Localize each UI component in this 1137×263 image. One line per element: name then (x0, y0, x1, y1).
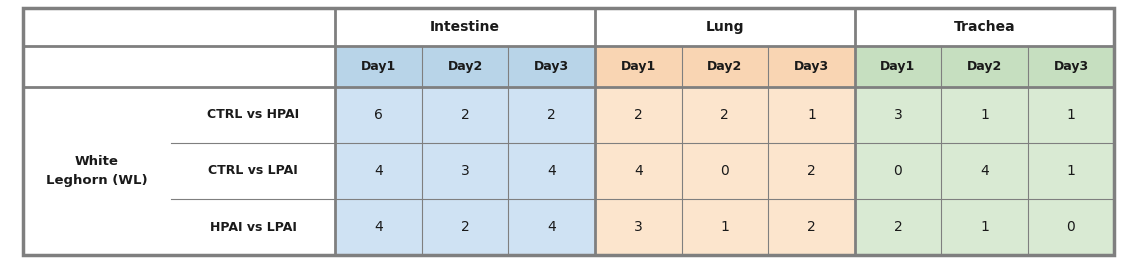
Text: 4: 4 (547, 164, 556, 178)
Text: 2: 2 (547, 108, 556, 122)
Bar (335, 46, 595, 87)
Text: Day3: Day3 (1053, 60, 1088, 73)
Text: White
Leghorn (WL): White Leghorn (WL) (45, 155, 148, 187)
Text: Day2: Day2 (448, 60, 483, 73)
Text: 3: 3 (634, 220, 642, 234)
Text: Day2: Day2 (966, 60, 1002, 73)
Text: 2: 2 (807, 164, 815, 178)
Bar (855, 46, 1114, 255)
Text: Day2: Day2 (707, 60, 742, 73)
Text: 6: 6 (374, 108, 383, 122)
Text: 2: 2 (721, 108, 729, 122)
Text: 1: 1 (980, 220, 989, 234)
Text: 0: 0 (894, 164, 903, 178)
Text: 4: 4 (634, 164, 642, 178)
Bar (855, 46, 1114, 87)
Text: 3: 3 (460, 164, 470, 178)
Bar (595, 46, 855, 255)
Text: CTRL vs LPAI: CTRL vs LPAI (208, 164, 298, 178)
Text: HPAI vs LPAI: HPAI vs LPAI (209, 221, 297, 234)
Text: 2: 2 (807, 220, 815, 234)
Text: 1: 1 (980, 108, 989, 122)
Text: 2: 2 (894, 220, 903, 234)
Text: 4: 4 (374, 220, 383, 234)
Text: 1: 1 (807, 108, 816, 122)
Text: 2: 2 (634, 108, 642, 122)
Text: 0: 0 (721, 164, 729, 178)
Text: Intestine: Intestine (430, 20, 500, 34)
Bar (23, 8, 335, 255)
Text: Day1: Day1 (621, 60, 656, 73)
Text: Trachea: Trachea (954, 20, 1015, 34)
Text: 1: 1 (721, 220, 729, 234)
Bar (335, 46, 595, 255)
Text: 2: 2 (460, 108, 470, 122)
Text: Day1: Day1 (880, 60, 915, 73)
Text: 4: 4 (374, 164, 383, 178)
Text: 4: 4 (547, 220, 556, 234)
Text: CTRL vs HPAI: CTRL vs HPAI (207, 108, 299, 121)
Text: 1: 1 (1067, 164, 1076, 178)
Text: 4: 4 (980, 164, 989, 178)
Text: 1: 1 (1067, 108, 1076, 122)
Text: Day3: Day3 (534, 60, 570, 73)
Text: Lung: Lung (706, 20, 744, 34)
Bar (595, 46, 855, 87)
Text: Day3: Day3 (794, 60, 829, 73)
Text: 2: 2 (460, 220, 470, 234)
Text: 0: 0 (1067, 220, 1076, 234)
Text: Day1: Day1 (362, 60, 397, 73)
Text: 3: 3 (894, 108, 903, 122)
